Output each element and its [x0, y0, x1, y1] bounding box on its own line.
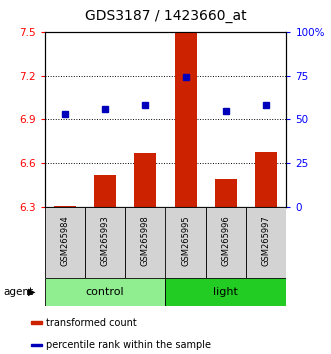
Text: agent: agent — [3, 287, 33, 297]
Bar — [174, 33, 197, 207]
Text: percentile rank within the sample: percentile rank within the sample — [46, 340, 211, 350]
Text: transformed count: transformed count — [46, 318, 137, 327]
Text: GSM265993: GSM265993 — [101, 216, 110, 267]
Text: ▶: ▶ — [27, 287, 35, 297]
Text: light: light — [213, 287, 238, 297]
Bar — [166, 207, 206, 278]
Text: GSM265996: GSM265996 — [221, 216, 230, 267]
Bar — [85, 207, 125, 278]
Text: GSM265998: GSM265998 — [141, 216, 150, 267]
Bar — [246, 207, 286, 278]
Text: GSM265984: GSM265984 — [60, 216, 69, 267]
Bar — [166, 278, 286, 306]
Bar — [45, 207, 85, 278]
Bar — [45, 278, 166, 306]
Text: GSM265995: GSM265995 — [181, 216, 190, 267]
Text: GDS3187 / 1423660_at: GDS3187 / 1423660_at — [85, 9, 246, 23]
Bar — [125, 207, 166, 278]
Bar — [54, 206, 76, 207]
Bar — [31, 321, 42, 324]
Text: control: control — [86, 287, 124, 297]
Bar — [94, 175, 116, 207]
Bar — [134, 153, 157, 207]
Bar — [255, 152, 277, 207]
Bar — [206, 207, 246, 278]
Bar — [31, 344, 42, 346]
Text: GSM265997: GSM265997 — [262, 216, 271, 267]
Bar — [215, 179, 237, 207]
